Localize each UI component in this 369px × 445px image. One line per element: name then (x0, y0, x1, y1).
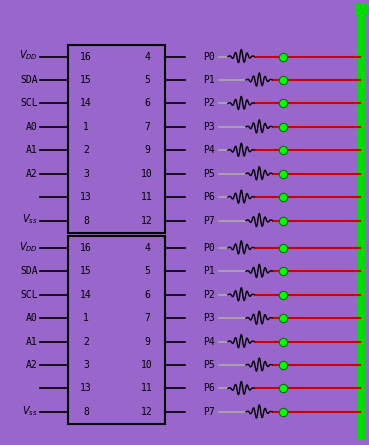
Text: SCL: SCL (20, 290, 38, 299)
Text: P5: P5 (203, 169, 215, 178)
Text: 4: 4 (144, 243, 150, 253)
Text: 16: 16 (80, 243, 92, 253)
Text: 12: 12 (141, 215, 153, 226)
Text: $V_{DD}$: $V_{DD}$ (19, 49, 38, 62)
Text: 14: 14 (80, 98, 92, 108)
Text: P1: P1 (203, 266, 215, 276)
Text: SDA: SDA (20, 266, 38, 276)
Text: 11: 11 (141, 192, 153, 202)
Text: $V_{ss}$: $V_{ss}$ (23, 404, 38, 418)
Text: A1: A1 (26, 145, 38, 155)
Text: A0: A0 (26, 313, 38, 323)
Text: 9: 9 (144, 336, 150, 347)
Bar (68, 236, 165, 424)
Text: 9: 9 (144, 145, 150, 155)
Text: 10: 10 (141, 169, 153, 178)
Bar (68, 44, 165, 232)
Text: 11: 11 (141, 384, 153, 393)
Text: $V_{ss}$: $V_{ss}$ (23, 213, 38, 227)
Text: A1: A1 (26, 336, 38, 347)
Text: 3: 3 (83, 360, 89, 370)
Text: P2: P2 (203, 290, 215, 299)
Text: P6: P6 (203, 384, 215, 393)
Text: SDA: SDA (20, 75, 38, 85)
Text: 10: 10 (141, 360, 153, 370)
Text: 5: 5 (144, 266, 150, 276)
Text: P4: P4 (203, 145, 215, 155)
Text: 6: 6 (144, 98, 150, 108)
Text: 2: 2 (83, 145, 89, 155)
Text: 3: 3 (83, 169, 89, 178)
Text: 2: 2 (83, 336, 89, 347)
Text: P5: P5 (203, 360, 215, 370)
Text: $V_{DD}$: $V_{DD}$ (19, 240, 38, 254)
Text: P7: P7 (203, 407, 215, 417)
Text: 12: 12 (141, 407, 153, 417)
Text: A2: A2 (26, 169, 38, 178)
Text: P7: P7 (203, 215, 215, 226)
Text: 8: 8 (83, 215, 89, 226)
Text: 13: 13 (80, 384, 92, 393)
Text: 1: 1 (83, 313, 89, 323)
Text: A0: A0 (26, 122, 38, 132)
Text: 7: 7 (144, 313, 150, 323)
Text: P0: P0 (203, 52, 215, 61)
Text: SCL: SCL (20, 98, 38, 108)
Text: 15: 15 (80, 266, 92, 276)
Text: 15: 15 (80, 75, 92, 85)
Bar (356, 4, 366, 14)
Text: P4: P4 (203, 336, 215, 347)
Text: 16: 16 (80, 52, 92, 61)
Text: P6: P6 (203, 192, 215, 202)
Text: A2: A2 (26, 360, 38, 370)
Text: P2: P2 (203, 98, 215, 108)
Text: 6: 6 (144, 290, 150, 299)
Text: P3: P3 (203, 313, 215, 323)
Text: 5: 5 (144, 75, 150, 85)
Text: 7: 7 (144, 122, 150, 132)
Text: 13: 13 (80, 192, 92, 202)
Text: 14: 14 (80, 290, 92, 299)
Text: P0: P0 (203, 243, 215, 253)
Text: 1: 1 (83, 122, 89, 132)
Text: P3: P3 (203, 122, 215, 132)
Text: 4: 4 (144, 52, 150, 61)
Text: 8: 8 (83, 407, 89, 417)
Text: P1: P1 (203, 75, 215, 85)
